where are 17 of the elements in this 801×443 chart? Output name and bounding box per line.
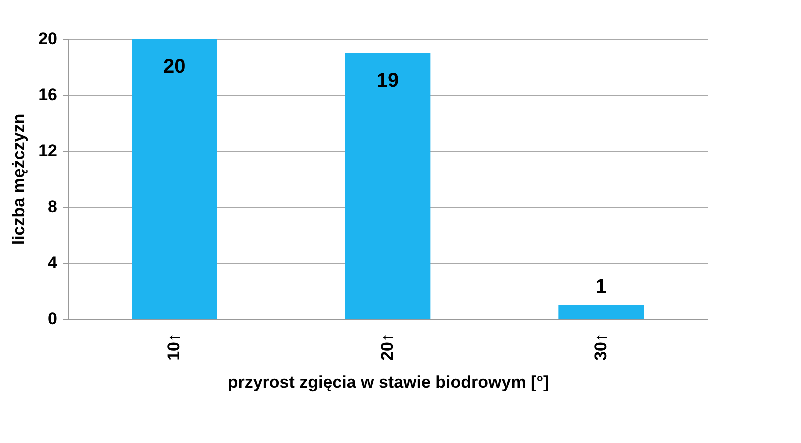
y-tick-label: 20 [38,30,58,48]
y-tick-label: 4 [48,254,58,272]
x-tick-label: 10↑ [164,334,184,361]
y-axis-title: liczba mężczyzn [10,114,29,246]
x-tick-label: 20↑ [378,334,397,361]
y-tick-label: 0 [48,310,58,328]
y-tick-label: 12 [38,142,58,160]
data-label: 19 [376,70,400,92]
y-tick-label: 8 [48,198,58,216]
bar [345,53,431,319]
data-label: 20 [164,56,186,78]
x-axis-title: przyrost zgięcia w stawie biodrowym [°] [228,372,550,392]
x-tick-label: 30↑ [591,334,610,361]
bar [558,305,644,319]
y-tick-label: 16 [38,86,58,104]
data-label: 1 [596,276,607,298]
bar [132,39,218,319]
